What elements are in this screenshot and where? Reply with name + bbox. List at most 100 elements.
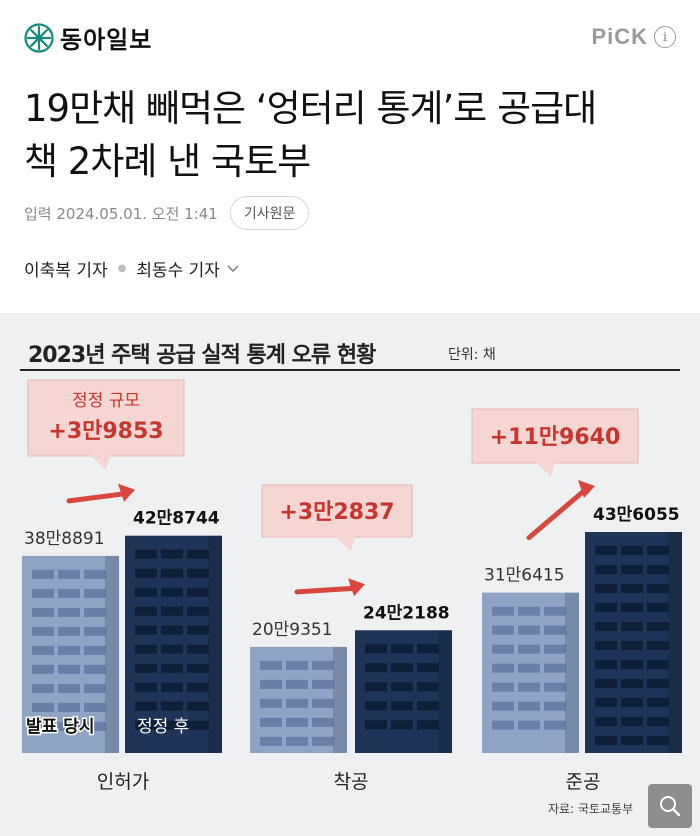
window <box>135 549 157 559</box>
window <box>621 736 643 745</box>
window <box>621 584 643 593</box>
window <box>518 720 540 730</box>
window <box>135 682 157 692</box>
window <box>32 626 54 636</box>
window <box>595 717 617 726</box>
window <box>621 565 643 574</box>
info-icon[interactable]: i <box>654 26 676 48</box>
window <box>391 644 413 654</box>
value-label-before: 38만8891 <box>24 529 105 549</box>
window <box>647 584 669 593</box>
value-label-after: 43만6055 <box>593 505 680 525</box>
window <box>312 736 334 746</box>
value-label-after: 24만2188 <box>363 603 450 623</box>
window <box>621 679 643 688</box>
headline-line-1: 19만채 빼먹은 ‘엉터리 통계’로 공급대 <box>24 87 597 130</box>
window <box>286 736 308 746</box>
graphic-unit: 단위: 채 <box>448 347 496 363</box>
window <box>365 701 387 711</box>
increase-arrow <box>526 487 588 541</box>
category-label: 인허가 <box>97 771 149 793</box>
window <box>417 701 439 711</box>
window <box>286 717 308 727</box>
window <box>187 720 209 730</box>
window <box>621 641 643 650</box>
window <box>187 568 209 578</box>
window <box>84 683 106 693</box>
value-label-before: 20만9351 <box>252 620 333 640</box>
window <box>595 622 617 631</box>
window <box>595 679 617 688</box>
window <box>492 720 514 730</box>
window <box>518 606 540 616</box>
window <box>391 720 413 730</box>
donga-logo[interactable]: 동아일보 <box>24 20 152 55</box>
infographic[interactable]: 2023년 주택 공급 실적 통계 오류 현황 단위: 채 38만8891 42만… <box>0 313 700 836</box>
window <box>260 717 282 727</box>
window <box>544 644 566 654</box>
window <box>161 568 183 578</box>
callout-box <box>471 408 639 464</box>
window <box>161 625 183 635</box>
window <box>161 701 183 711</box>
window <box>135 720 157 730</box>
window <box>58 721 80 731</box>
pick-label: PiCK <box>591 24 648 49</box>
original-article-button[interactable]: 기사원문 <box>229 196 310 230</box>
category-label: 착공 <box>334 771 369 793</box>
window <box>135 606 157 616</box>
author-name: 이축복 기자 <box>24 261 108 281</box>
window <box>647 622 669 631</box>
callout-caption: 정정 규모 <box>72 391 140 411</box>
window <box>647 641 669 650</box>
window <box>492 701 514 711</box>
bar-after-shade <box>438 630 452 753</box>
window <box>84 626 106 636</box>
window <box>492 625 514 635</box>
window <box>58 702 80 712</box>
window <box>84 721 106 731</box>
window <box>595 546 617 555</box>
window <box>391 663 413 673</box>
window <box>286 679 308 689</box>
window <box>312 679 334 689</box>
window <box>312 660 334 670</box>
window <box>492 682 514 692</box>
author-separator: ● <box>117 263 127 274</box>
window <box>58 588 80 598</box>
pick-badge[interactable]: PiCK i <box>591 24 676 50</box>
window <box>647 603 669 612</box>
chevron-down-icon[interactable] <box>226 264 240 274</box>
bar-after-shade <box>668 532 682 753</box>
window <box>621 546 643 555</box>
window <box>135 663 157 673</box>
window <box>84 588 106 598</box>
window <box>647 698 669 707</box>
window <box>32 702 54 712</box>
window <box>647 679 669 688</box>
publish-date: 입력 2024.05.01. 오전 1:41 <box>24 204 218 223</box>
window <box>84 607 106 617</box>
window <box>417 682 439 692</box>
window <box>391 701 413 711</box>
window <box>84 702 106 712</box>
window <box>492 644 514 654</box>
top-bar: 동아일보 PiCK i <box>0 0 700 76</box>
window <box>32 721 54 731</box>
increase-arrow-head <box>118 483 135 502</box>
window <box>312 717 334 727</box>
window <box>647 565 669 574</box>
author-name: 최동수 기자 <box>136 261 220 281</box>
author-list[interactable]: 이축복 기자 ● 최동수 기자 <box>24 256 240 281</box>
source-note: 자료: 국토교통부 <box>548 802 633 816</box>
window <box>58 626 80 636</box>
increase-arrow-head <box>348 578 365 597</box>
window <box>621 603 643 612</box>
window <box>417 720 439 730</box>
window <box>492 606 514 616</box>
window <box>58 683 80 693</box>
window <box>595 641 617 650</box>
window <box>260 660 282 670</box>
zoom-search-icon[interactable] <box>648 784 692 828</box>
window <box>365 663 387 673</box>
